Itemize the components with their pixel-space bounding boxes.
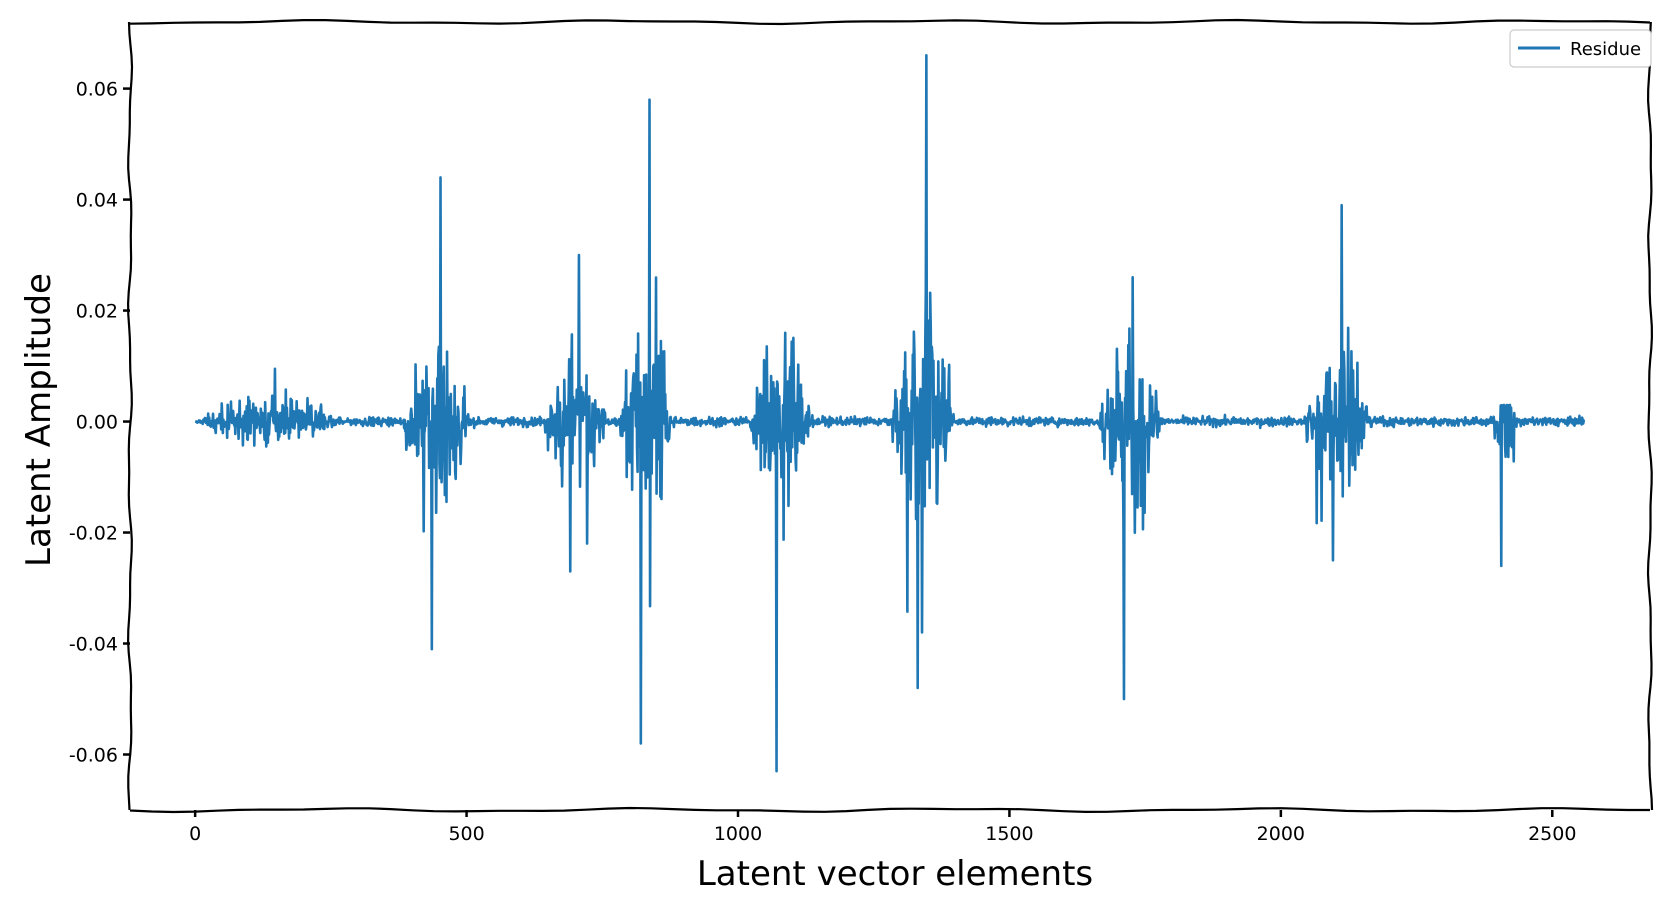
x-tick-label: 0 [189, 823, 201, 845]
x-tick-label: 2500 [1528, 823, 1576, 845]
legend: Residue [1509, 29, 1652, 68]
x-tick-label: 1500 [985, 823, 1033, 845]
y-tick-label: 0.02 [76, 301, 118, 323]
y-tick-label: -0.04 [69, 634, 118, 656]
series-line-residue [194, 54, 1586, 773]
y-axis: 0.06 0.04 0.02 0.00 -0.02 -0.04 -0.06 [69, 79, 130, 767]
y-axis-label: Latent Amplitude [19, 273, 59, 567]
legend-label-residue: Residue [1570, 39, 1641, 60]
x-axis: 0 500 1000 1500 2000 2500 [189, 810, 1576, 845]
x-tick-label: 2000 [1257, 823, 1305, 845]
plot-area [194, 54, 1586, 773]
y-tick-label: -0.06 [69, 745, 118, 767]
y-tick-label: 0.04 [76, 190, 118, 212]
y-tick-label: -0.02 [69, 523, 118, 545]
y-tick-label: 0.00 [76, 412, 118, 434]
legend-box [1509, 29, 1652, 68]
y-tick-label: 0.06 [76, 79, 118, 101]
x-axis-label: Latent vector elements [697, 854, 1093, 894]
x-tick-label: 1000 [714, 823, 762, 845]
x-tick-label: 500 [448, 823, 484, 845]
plot-frame [126, 18, 1654, 814]
